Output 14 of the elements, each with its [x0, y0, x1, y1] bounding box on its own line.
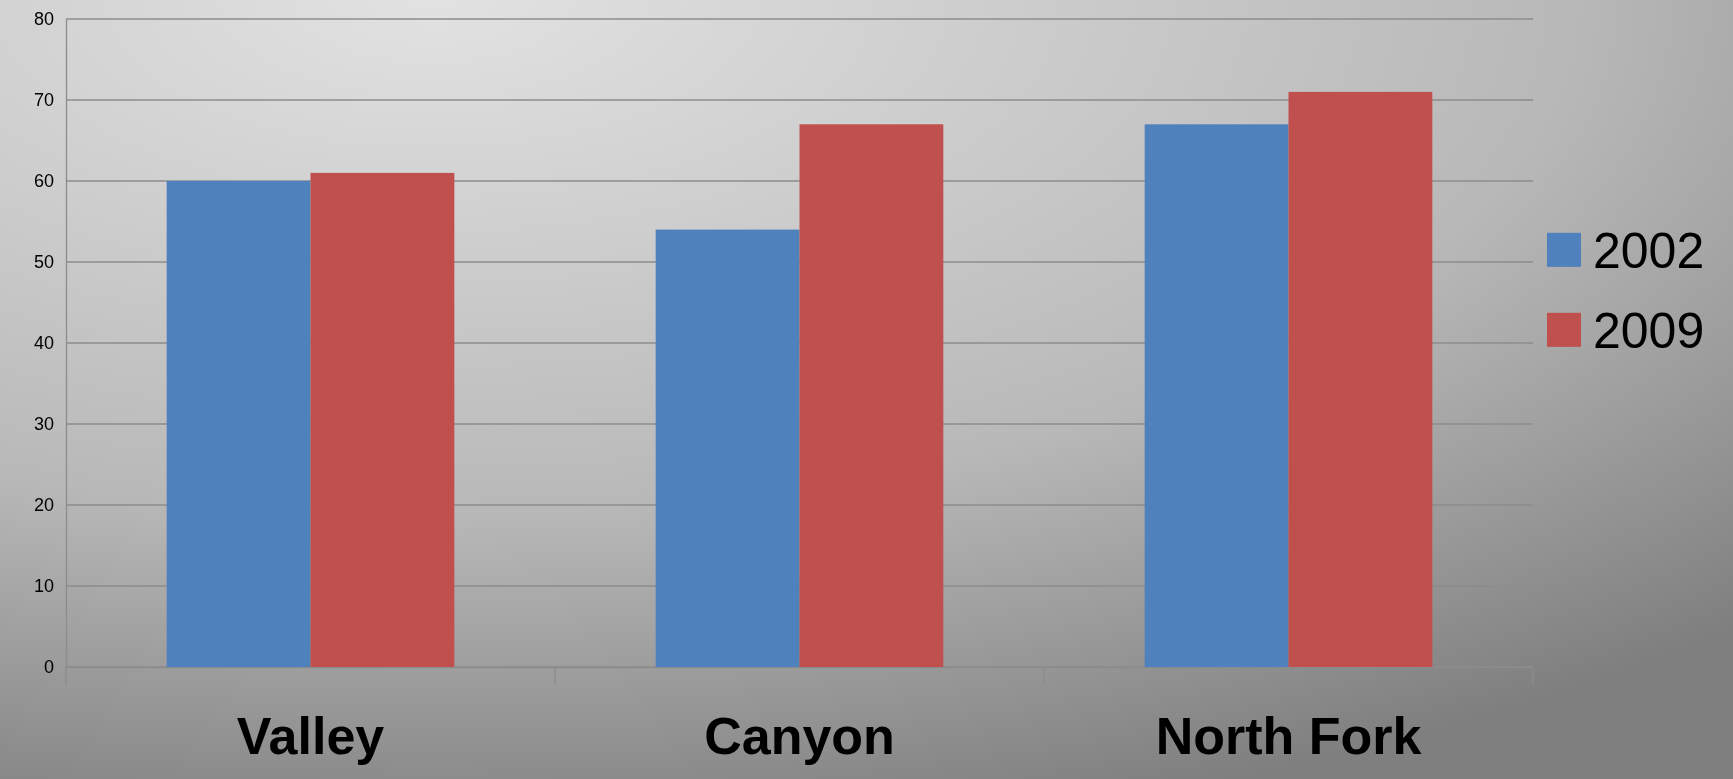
legend-label: 2009	[1593, 302, 1705, 359]
y-tick-label: 10	[33, 576, 54, 597]
y-tick-label: 80	[33, 9, 54, 30]
x-tick-label: Canyon	[704, 706, 895, 765]
y-tick-label: 30	[33, 414, 54, 435]
x-tick-label: North Fork	[1155, 706, 1422, 765]
y-tick-label: 70	[33, 90, 54, 111]
y-tick-label: 50	[33, 252, 54, 273]
legend-label: 2002	[1593, 222, 1705, 279]
y-tick-label: 20	[33, 495, 54, 516]
x-tick-label: Valley	[236, 706, 385, 765]
y-tick-label: 0	[43, 657, 54, 678]
y-tick-label: 40	[33, 333, 54, 354]
y-tick-label: 60	[33, 171, 54, 192]
